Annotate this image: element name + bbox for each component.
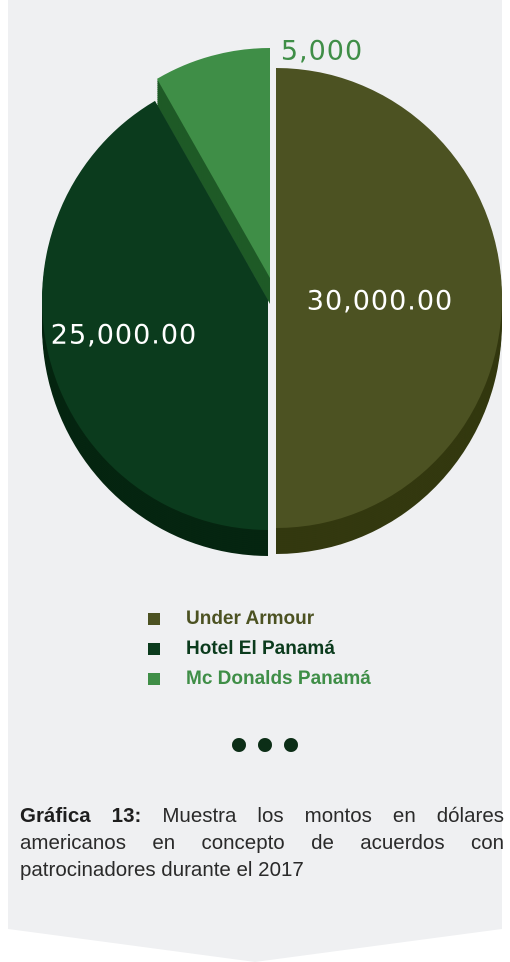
legend-swatch (148, 613, 160, 625)
dot-1 (232, 738, 246, 752)
dot-3 (284, 738, 298, 752)
legend-swatch (148, 673, 160, 685)
pagination-dots (232, 738, 298, 752)
legend-label: Under Armour (186, 608, 314, 630)
legend-item: Mc Donalds Panamá (148, 664, 371, 694)
legend-item: Hotel El Panamá (148, 634, 371, 664)
data-label: 25,000.00 (51, 320, 197, 351)
card-bottom-edge (8, 905, 502, 962)
chart-legend: Under Armour Hotel El Panamá Mc Donalds Pa… (148, 604, 371, 694)
legend-label: Mc Donalds Panamá (186, 668, 371, 690)
dot-2 (258, 738, 272, 752)
data-label: 30,000.00 (307, 286, 453, 317)
pie-chart: 30,000.00 25,000.00 5,000 (0, 0, 510, 600)
legend-swatch (148, 643, 160, 655)
data-label: 5,000 (281, 36, 363, 67)
caption-label: Gráfica 13: (20, 804, 141, 827)
legend-item: Under Armour (148, 604, 371, 634)
chart-caption: Gráfica 13: Muestra los montos en dólare… (20, 802, 504, 883)
legend-label: Hotel El Panamá (186, 638, 335, 660)
